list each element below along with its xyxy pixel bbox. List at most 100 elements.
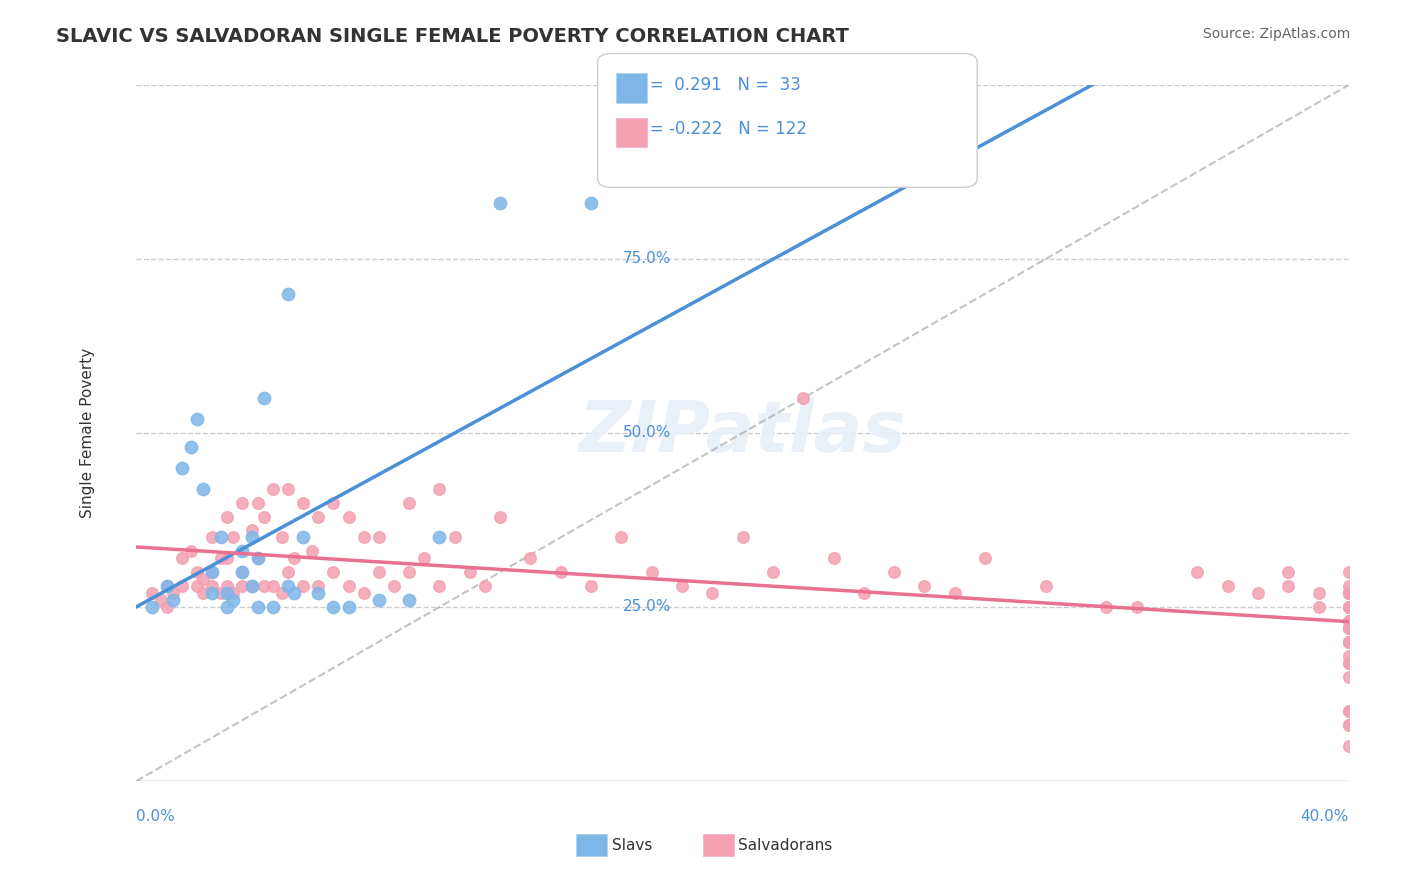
- Point: [474, 579, 496, 593]
- Point: [1337, 739, 1360, 754]
- Point: [550, 565, 572, 579]
- Point: [1337, 586, 1360, 600]
- Point: [762, 565, 785, 579]
- Point: [217, 509, 239, 524]
- Point: [914, 579, 936, 593]
- Point: [519, 551, 541, 566]
- Point: [170, 579, 193, 593]
- Point: [1337, 599, 1360, 614]
- Point: [943, 586, 966, 600]
- Point: [141, 599, 163, 614]
- Point: [277, 286, 299, 301]
- Point: [201, 586, 224, 600]
- Point: [217, 579, 239, 593]
- Point: [283, 586, 305, 600]
- Point: [823, 551, 845, 566]
- Point: [209, 551, 232, 566]
- Point: [610, 530, 633, 544]
- Point: [883, 565, 905, 579]
- Point: [1337, 634, 1360, 648]
- Point: [253, 579, 276, 593]
- Point: [149, 593, 172, 607]
- Point: [253, 509, 276, 524]
- Point: [1125, 599, 1147, 614]
- Point: [1337, 656, 1360, 670]
- Text: R =  0.291   N =  33: R = 0.291 N = 33: [633, 76, 800, 94]
- Point: [458, 565, 481, 579]
- Text: R = -0.222   N = 122: R = -0.222 N = 122: [633, 120, 807, 138]
- Point: [1277, 579, 1299, 593]
- Text: 40.0%: 40.0%: [1301, 809, 1348, 824]
- Point: [277, 579, 299, 593]
- Point: [162, 586, 184, 600]
- Point: [292, 530, 315, 544]
- Point: [1216, 579, 1239, 593]
- Point: [443, 530, 465, 544]
- Point: [337, 509, 360, 524]
- Point: [180, 440, 202, 454]
- Point: [579, 579, 602, 593]
- Point: [792, 391, 814, 405]
- Point: [1337, 599, 1360, 614]
- Point: [270, 586, 292, 600]
- Point: [191, 572, 214, 586]
- Point: [292, 495, 315, 509]
- Point: [156, 579, 179, 593]
- Point: [1337, 621, 1360, 635]
- Point: [702, 586, 724, 600]
- Point: [277, 482, 299, 496]
- Point: [1308, 586, 1330, 600]
- Point: [191, 586, 214, 600]
- Point: [579, 196, 602, 211]
- Text: Slavs: Slavs: [612, 838, 652, 853]
- Point: [231, 579, 253, 593]
- Point: [231, 544, 253, 558]
- Point: [1337, 614, 1360, 628]
- Point: [222, 593, 245, 607]
- Point: [429, 530, 451, 544]
- Point: [156, 579, 179, 593]
- Point: [217, 599, 239, 614]
- Point: [277, 565, 299, 579]
- Point: [191, 482, 214, 496]
- Point: [1337, 656, 1360, 670]
- Point: [1337, 705, 1360, 719]
- Point: [337, 599, 360, 614]
- Point: [231, 565, 253, 579]
- Point: [1337, 599, 1360, 614]
- Text: 100.0%: 100.0%: [623, 78, 681, 93]
- Text: Single Female Poverty: Single Female Poverty: [80, 348, 96, 518]
- Point: [1337, 648, 1360, 663]
- Point: [429, 579, 451, 593]
- Point: [253, 391, 276, 405]
- Point: [353, 530, 375, 544]
- Point: [398, 565, 420, 579]
- Point: [1337, 621, 1360, 635]
- Point: [1337, 621, 1360, 635]
- Point: [201, 565, 224, 579]
- Point: [246, 551, 269, 566]
- Point: [1337, 614, 1360, 628]
- Point: [398, 593, 420, 607]
- Point: [1337, 586, 1360, 600]
- Point: [1095, 599, 1118, 614]
- Text: Source: ZipAtlas.com: Source: ZipAtlas.com: [1202, 27, 1350, 41]
- Point: [201, 579, 224, 593]
- Point: [640, 565, 662, 579]
- Point: [222, 530, 245, 544]
- Point: [222, 586, 245, 600]
- Point: [1337, 718, 1360, 732]
- Point: [307, 586, 329, 600]
- Point: [489, 196, 512, 211]
- Text: 50.0%: 50.0%: [623, 425, 671, 441]
- Point: [246, 599, 269, 614]
- Point: [170, 460, 193, 475]
- Point: [141, 586, 163, 600]
- Point: [1337, 634, 1360, 648]
- Point: [337, 579, 360, 593]
- Point: [217, 586, 239, 600]
- Point: [1337, 586, 1360, 600]
- Point: [292, 579, 315, 593]
- Point: [231, 565, 253, 579]
- Point: [240, 579, 263, 593]
